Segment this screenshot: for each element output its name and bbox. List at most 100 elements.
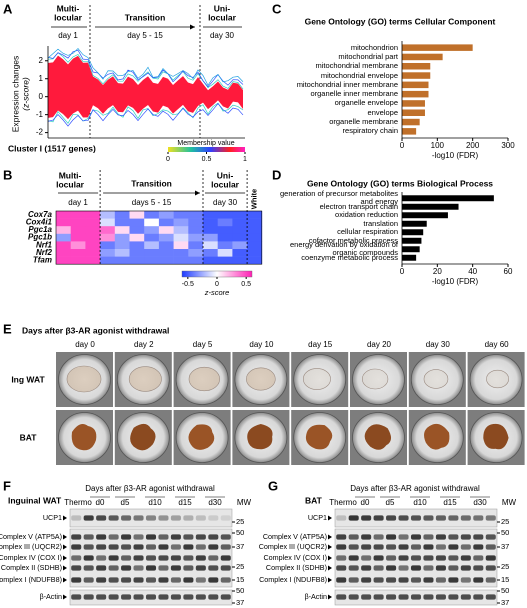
band (348, 534, 359, 540)
heatmap-cell (247, 211, 263, 219)
heatmap-cell (232, 249, 248, 257)
category-label: respiratory chain (342, 126, 398, 136)
bar (402, 53, 443, 61)
tissue (423, 369, 449, 389)
bar (402, 44, 473, 51)
band (386, 544, 397, 550)
heatmap-cell (85, 233, 101, 242)
band (133, 594, 144, 600)
band (83, 515, 94, 521)
heatmap-cell (70, 249, 86, 257)
bar (402, 62, 431, 70)
band (348, 565, 359, 571)
bar (402, 109, 425, 117)
band (170, 534, 181, 540)
band (208, 565, 219, 571)
heatmap-cell (217, 249, 233, 257)
column-label: day 60 (485, 340, 510, 349)
phase-range: day 1 (58, 31, 78, 40)
heatmap-cell (232, 218, 248, 227)
band (121, 594, 132, 600)
band (386, 555, 397, 561)
heatmap-cell (173, 256, 189, 265)
band (96, 594, 107, 600)
column-label: day 5 (193, 340, 213, 349)
band (195, 577, 206, 583)
band (71, 555, 82, 561)
band (373, 594, 384, 600)
x-tick-label: 0 (400, 267, 405, 276)
band (195, 534, 206, 540)
heatmap-cell (114, 226, 130, 235)
heatmap-cell (70, 233, 86, 242)
band (121, 565, 132, 571)
band (145, 515, 157, 521)
heatmap-cell (70, 256, 86, 265)
tissue (188, 366, 220, 392)
band (361, 594, 372, 600)
band (473, 544, 484, 550)
band (386, 577, 397, 583)
phase-name: locular (54, 12, 83, 22)
band (183, 594, 194, 600)
row-label: Pgc1a (28, 225, 52, 234)
band (361, 577, 372, 583)
band-label: Complex IV (COX I) (0, 553, 62, 562)
blot-title: BAT (305, 495, 323, 505)
band (158, 534, 169, 540)
band-arrow (328, 565, 332, 571)
bar (402, 90, 429, 98)
mw-marker: 50 (501, 528, 509, 537)
heatmap-cell (129, 211, 145, 219)
band-arrow (328, 555, 332, 561)
x-axis-label: -log10 (FDR) (432, 277, 479, 286)
row-label: Nrf1 (36, 240, 53, 249)
band (96, 555, 107, 561)
heatmap-cell (158, 256, 174, 265)
band (208, 534, 219, 540)
band-arrow (63, 544, 67, 550)
band (183, 565, 194, 571)
band (398, 534, 409, 540)
band (208, 594, 219, 600)
column-label: day 20 (367, 340, 392, 349)
phase-name: Uni- (214, 3, 231, 13)
panel-letter: C (272, 1, 282, 16)
band (410, 515, 422, 521)
category-label: mitochondrion (350, 42, 398, 52)
bar (402, 118, 420, 126)
band (170, 594, 181, 600)
category-label: organelle envelope (334, 98, 398, 108)
band (158, 577, 169, 583)
band (108, 534, 119, 540)
band (195, 555, 206, 561)
band (473, 565, 484, 571)
band (348, 515, 359, 521)
heatmap-cell (100, 211, 116, 219)
band (83, 555, 94, 561)
y-tick-label: 1 (39, 74, 44, 83)
bar (402, 237, 422, 244)
heatmap-cell (144, 211, 160, 219)
phase-name: Multi- (57, 3, 80, 13)
heatmap-cell (188, 226, 204, 235)
band (170, 577, 181, 583)
band (208, 544, 219, 550)
band (121, 544, 132, 550)
phase-range: day 5 - 15 (127, 31, 163, 40)
dish (410, 354, 464, 405)
mw-marker: 50 (236, 528, 244, 537)
heatmap-cell (232, 241, 248, 250)
band (423, 515, 434, 521)
band (485, 515, 496, 521)
lane-label: d5 (121, 498, 130, 507)
heatmap-cell (144, 241, 160, 250)
y-tick-label: -1 (36, 110, 44, 119)
band (398, 515, 409, 521)
heatmap-cell (247, 226, 263, 235)
x-axis-label: -log10 (FDR) (432, 151, 479, 160)
band-label: Complex V (ATP5A) (263, 532, 327, 541)
heatmap-cell (203, 211, 218, 219)
heatmap-cell (188, 249, 204, 257)
heatmap-cell (144, 256, 160, 265)
